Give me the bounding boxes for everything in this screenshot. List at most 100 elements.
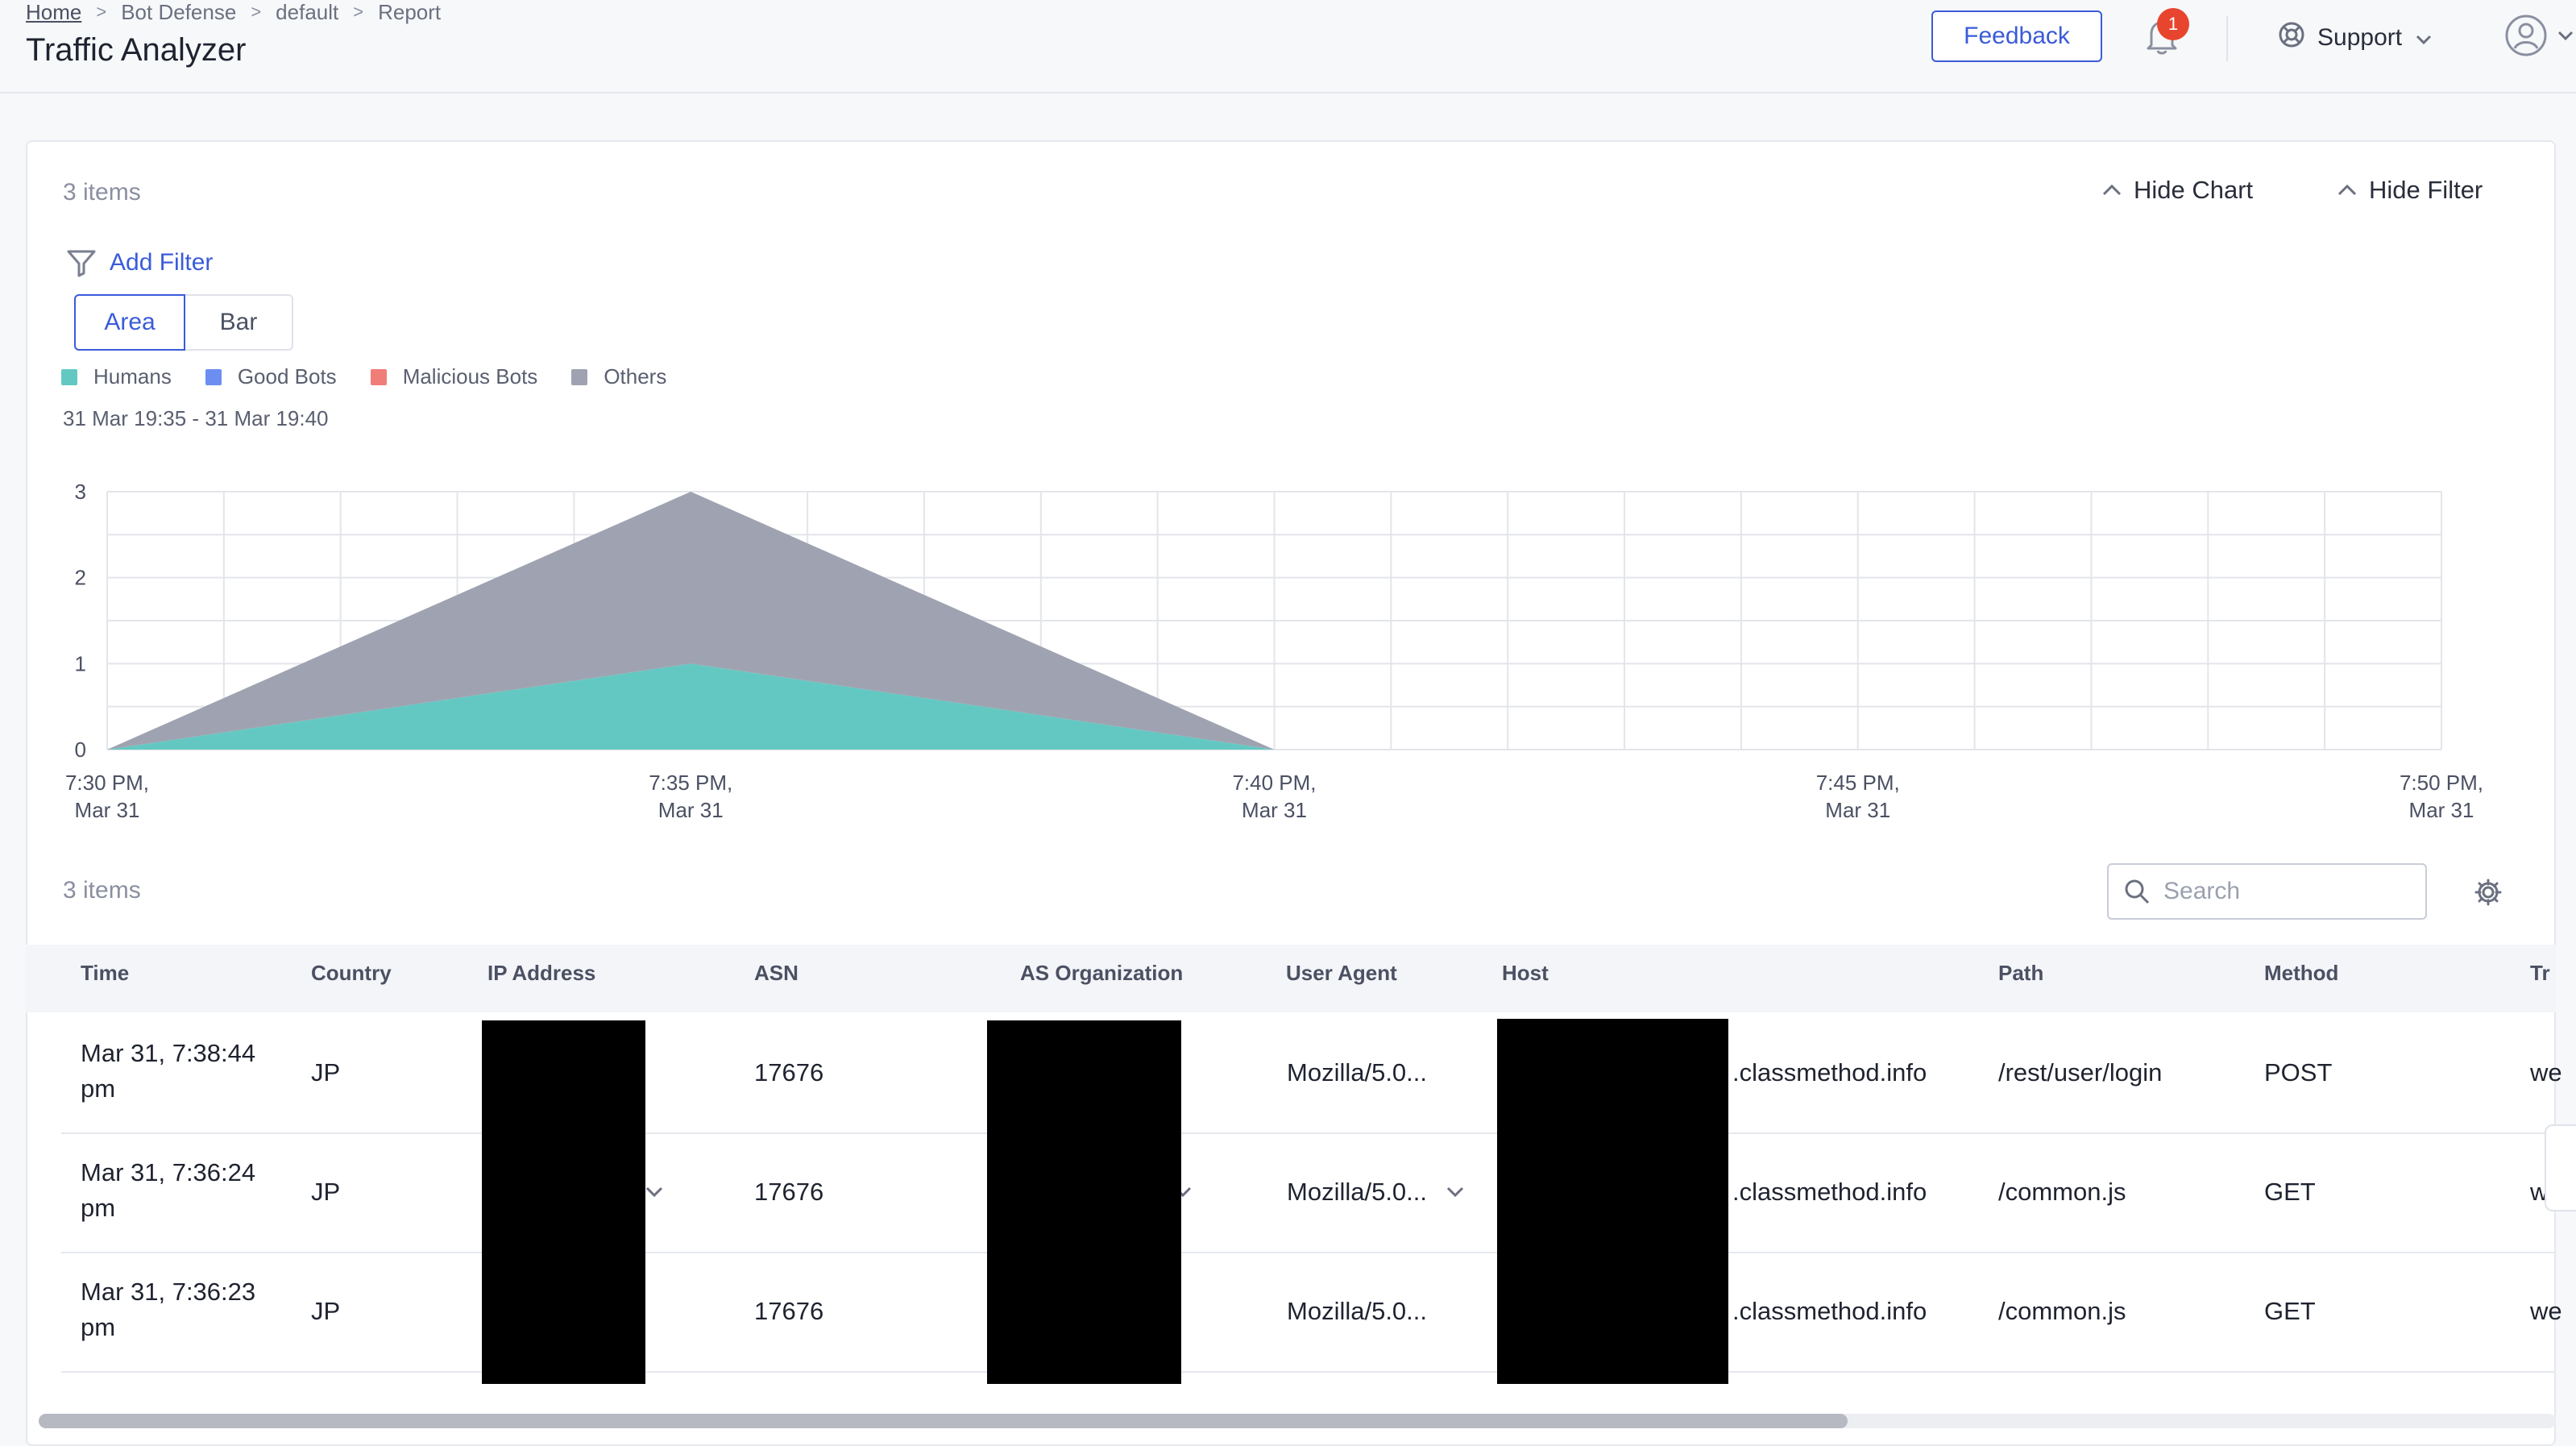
cell-time-line1: Mar 31, 7:36:24 — [81, 1158, 256, 1186]
cell-time-line1: Mar 31, 7:36:23 — [81, 1278, 256, 1306]
cell-asn: 17676 — [754, 1058, 824, 1087]
x-tick-label: 7:45 PM, — [1816, 771, 1900, 795]
cell-asn: 17676 — [754, 1178, 824, 1206]
legend-item-malicious-bots[interactable]: Malicious Bots — [370, 364, 538, 389]
breadcrumb-report: Report — [378, 0, 442, 24]
filter-icon — [67, 250, 96, 277]
cell-time: Mar 31, 7:38:44 pm — [81, 1036, 255, 1107]
bar-view-button[interactable]: Bar — [185, 294, 293, 351]
gear-icon[interactable] — [2474, 878, 2503, 911]
traffic-area-chart: 0 1 2 3 7:30 PM, Mar 31 7:35 PM, Mar 31 7:40 PM,… — [65, 480, 2483, 822]
add-filter-label: Add Filter — [110, 249, 214, 276]
col-host[interactable]: Host — [1502, 961, 1549, 985]
col-country[interactable]: Country — [311, 961, 392, 985]
cell-host: .classmethod.info — [1732, 1178, 1927, 1206]
cell-method: POST — [2264, 1058, 2333, 1087]
legend-label-others: Others — [604, 364, 667, 389]
add-filter-button[interactable]: Add Filter — [66, 248, 213, 277]
chevron-right-icon: > — [96, 2, 107, 22]
legend-label-humans: Humans — [93, 364, 172, 389]
cell-method: GET — [2264, 1178, 2316, 1206]
hide-filter-label: Hide Filter — [2369, 176, 2483, 204]
col-time[interactable]: Time — [81, 961, 130, 985]
support-menu[interactable]: Support — [2277, 18, 2433, 58]
legend-swatch-humans — [61, 368, 77, 385]
search-input[interactable] — [2162, 877, 2407, 906]
side-drawer-handle[interactable] — [2545, 1124, 2576, 1211]
chevron-right-icon: > — [251, 2, 262, 22]
col-asn[interactable]: ASN — [754, 961, 799, 985]
cell-asn: 17676 — [754, 1297, 824, 1325]
lifebuoy-icon — [2277, 20, 2306, 56]
search-box[interactable] — [2107, 863, 2427, 920]
cell-time-line2: pm — [81, 1074, 116, 1103]
col-path[interactable]: Path — [1998, 961, 2044, 985]
cell-method: GET — [2264, 1297, 2316, 1325]
col-method[interactable]: Method — [2264, 961, 2339, 985]
redaction-host — [1497, 1019, 1728, 1384]
chart-date-range: 31 Mar 19:35 - 31 Mar 19:40 — [63, 406, 329, 430]
chevron-up-icon — [2102, 184, 2122, 196]
chevron-down-icon — [2415, 24, 2433, 52]
x-tick-label: Mar 31 — [2409, 798, 2474, 822]
cell-tr: w — [2530, 1178, 2549, 1206]
table-header — [26, 945, 2556, 1012]
hide-chart-button[interactable]: Hide Chart — [2101, 176, 2253, 205]
legend-swatch-malicious-bots — [370, 368, 387, 385]
cell-user-agent[interactable]: Mozilla/5.0... — [1287, 1058, 1428, 1087]
items-count-top: 3 items — [63, 179, 141, 206]
col-as-organization[interactable]: AS Organization — [1020, 961, 1184, 985]
col-ip-address[interactable]: IP Address — [487, 961, 596, 985]
cell-time-line1: Mar 31, 7:38:44 — [81, 1039, 256, 1067]
feedback-button[interactable]: Feedback — [1931, 10, 2102, 62]
legend-item-humans[interactable]: Humans — [61, 364, 172, 389]
chevron-up-icon — [2337, 184, 2357, 196]
breadcrumb-default[interactable]: default — [276, 0, 339, 24]
chart-view-toggle: Area Bar — [74, 294, 293, 351]
search-icon — [2125, 879, 2150, 904]
breadcrumb-bot-defense[interactable]: Bot Defense — [121, 0, 237, 24]
hide-chart-label: Hide Chart — [2134, 176, 2254, 204]
cell-host: .classmethod.info — [1732, 1058, 1927, 1087]
user-menu[interactable] — [2503, 15, 2574, 60]
chart-legend: Humans Good Bots Malicious Bots Others — [61, 364, 700, 389]
area-series-humans — [107, 663, 2441, 750]
horizontal-scrollbar-thumb[interactable] — [39, 1414, 1848, 1428]
col-tr[interactable]: Tr — [2530, 961, 2550, 985]
cell-time-line2: pm — [81, 1194, 116, 1222]
cell-user-agent[interactable]: Mozilla/5.0... — [1287, 1297, 1428, 1325]
chevron-down-icon — [2557, 30, 2574, 45]
y-tick-label: 3 — [75, 480, 86, 504]
hide-filter-button[interactable]: Hide Filter — [2337, 176, 2483, 205]
area-view-button[interactable]: Area — [74, 294, 185, 351]
cell-user-agent[interactable]: Mozilla/5.0... — [1287, 1178, 1428, 1206]
table-row[interactable]: Mar 31, 7:36:24 pm JP 17676 Mozilla/5.0.… — [61, 1132, 2556, 1253]
cell-time: Mar 31, 7:36:23 pm — [81, 1274, 255, 1345]
items-count-table: 3 items — [63, 877, 141, 904]
legend-label-good-bots: Good Bots — [237, 364, 337, 389]
breadcrumb: Home > Bot Defense > default > Report — [26, 0, 441, 24]
cell-country: JP — [311, 1058, 341, 1087]
top-header: Home > Bot Defense > default > Report Tr… — [0, 0, 2576, 93]
cell-time: Mar 31, 7:36:24 pm — [81, 1155, 255, 1226]
cell-time-line2: pm — [81, 1313, 116, 1341]
chevron-down-icon[interactable] — [645, 1186, 664, 1203]
x-tick-label: 7:35 PM, — [649, 771, 732, 795]
table-row[interactable]: Mar 31, 7:36:23 pm JP 17676 Mozilla/5.0.… — [61, 1252, 2562, 1373]
x-tick-label: 7:30 PM, — [65, 771, 149, 795]
breadcrumb-home[interactable]: Home — [26, 0, 82, 24]
table-row[interactable]: Mar 31, 7:38:44 pm JP 17676 Mozilla/5.0.… — [61, 1013, 2562, 1134]
chevron-right-icon: > — [353, 2, 364, 22]
cell-path: /common.js — [1998, 1297, 2126, 1325]
notification-badge: 1 — [2157, 8, 2189, 40]
report-panel — [26, 140, 2556, 1446]
legend-label-malicious-bots: Malicious Bots — [402, 364, 538, 389]
col-user-agent[interactable]: User Agent — [1286, 961, 1397, 985]
user-circle-icon — [2503, 13, 2549, 62]
chevron-down-icon[interactable] — [1446, 1186, 1465, 1203]
legend-item-others[interactable]: Others — [571, 364, 666, 389]
x-tick-label: Mar 31 — [658, 798, 724, 822]
header-divider — [2226, 16, 2228, 61]
area-series-others — [107, 492, 2441, 750]
legend-item-good-bots[interactable]: Good Bots — [205, 364, 337, 389]
